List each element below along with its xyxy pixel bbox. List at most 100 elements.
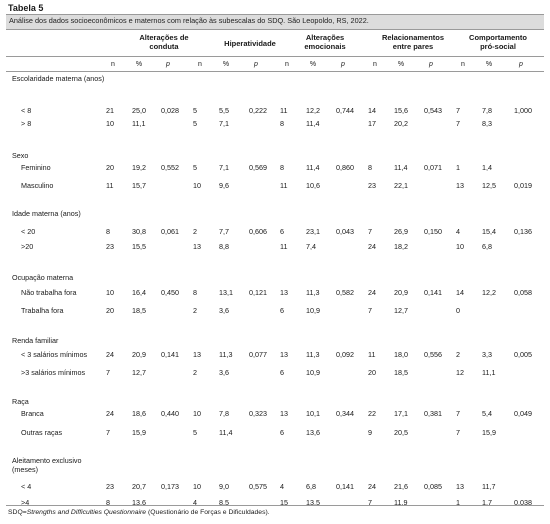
section-title: Raça bbox=[12, 397, 29, 406]
table-cell-pct: 20,5 bbox=[394, 428, 408, 437]
table-cell-n: 6 bbox=[280, 368, 284, 377]
table-cell-p: 0,440 bbox=[161, 409, 179, 418]
table-cell-pct: 5,5 bbox=[219, 106, 229, 115]
table-cell-n: 8 bbox=[106, 227, 110, 236]
table-cell-p: 0,323 bbox=[249, 409, 267, 418]
table-cell-p: 0,092 bbox=[336, 350, 354, 359]
table-cell-pct: 3,6 bbox=[219, 306, 229, 315]
table-caption: Análise dos dados socioeconômicos e mate… bbox=[9, 16, 369, 25]
table-cell-pct: 11,3 bbox=[306, 288, 320, 297]
table-cell-pct: 18,2 bbox=[394, 242, 408, 251]
table-cell-p: 0,860 bbox=[336, 163, 354, 172]
table-cell-pct: 11,1 bbox=[482, 368, 496, 377]
table-cell-pct: 13,6 bbox=[132, 498, 146, 507]
sub-header-p: p bbox=[341, 61, 345, 68]
row-label: >4 bbox=[21, 498, 30, 507]
table-cell-pct: 13,1 bbox=[219, 288, 233, 297]
row-label: < 20 bbox=[21, 227, 36, 236]
sub-header-pct: % bbox=[222, 61, 230, 68]
table-cell-p: 0,071 bbox=[424, 163, 442, 172]
table-cell-p: 0,556 bbox=[424, 350, 442, 359]
table-cell-p: 0,019 bbox=[514, 181, 532, 190]
table-cell-n: 5 bbox=[193, 106, 197, 115]
table-cell-n: 22 bbox=[368, 409, 376, 418]
table-cell-n: 23 bbox=[106, 482, 114, 491]
sub-header-p: p bbox=[429, 61, 433, 68]
table-cell-p: 0,085 bbox=[424, 482, 442, 491]
table-cell-n: 10 bbox=[193, 409, 201, 418]
table-cell-pct: 20,9 bbox=[394, 288, 408, 297]
row-label: < 3 salários mínimos bbox=[21, 350, 88, 359]
table-cell-p: 0,141 bbox=[424, 288, 442, 297]
table-cell-p: 0,344 bbox=[336, 409, 354, 418]
table-cell-n: 13 bbox=[280, 409, 288, 418]
table-cell-pct: 7,8 bbox=[482, 106, 492, 115]
table-cell-p: 0,575 bbox=[249, 482, 267, 491]
section-title: Sexo bbox=[12, 151, 29, 160]
table-cell-n: 13 bbox=[193, 350, 201, 359]
sub-header-n: n bbox=[373, 61, 377, 68]
table-cell-n: 8 bbox=[280, 163, 284, 172]
table-cell-n: 10 bbox=[456, 242, 464, 251]
table-cell-pct: 20,9 bbox=[132, 350, 146, 359]
table-cell-n: 7 bbox=[368, 498, 372, 507]
table-cell-n: 15 bbox=[280, 498, 288, 507]
sub-header-pct: % bbox=[485, 61, 493, 68]
table-cell-pct: 5,4 bbox=[482, 409, 492, 418]
table-cell-pct: 11,4 bbox=[306, 163, 320, 172]
sub-header-pct: % bbox=[397, 61, 405, 68]
header-bottom-rule bbox=[6, 71, 544, 72]
table-cell-p: 0,173 bbox=[161, 482, 179, 491]
table-cell-p: 0,077 bbox=[249, 350, 267, 359]
table-cell-pct: 15,7 bbox=[132, 181, 146, 190]
row-label: Feminino bbox=[21, 163, 51, 172]
table-title: Tabela 5 bbox=[8, 3, 44, 13]
table-cell-pct: 9,6 bbox=[219, 181, 229, 190]
sub-header-n: n bbox=[111, 61, 115, 68]
table-cell-n: 8 bbox=[106, 498, 110, 507]
table-cell-pct: 9,0 bbox=[219, 482, 229, 491]
table-cell-p: 0,543 bbox=[424, 106, 442, 115]
row-label: Masculino bbox=[21, 181, 54, 190]
table-cell-pct: 12,7 bbox=[132, 368, 146, 377]
table-cell-n: 10 bbox=[193, 181, 201, 190]
row-label: Outras raças bbox=[21, 428, 63, 437]
table-cell-p: 0,061 bbox=[161, 227, 179, 236]
table-cell-n: 14 bbox=[368, 106, 376, 115]
sub-header-p: p bbox=[166, 61, 170, 68]
header-mid-rule bbox=[6, 56, 544, 57]
table-cell-pct: 11,4 bbox=[219, 428, 233, 437]
table-cell-pct: 10,1 bbox=[306, 409, 320, 418]
table-cell-pct: 26,9 bbox=[394, 227, 408, 236]
table-cell-pct: 15,4 bbox=[482, 227, 496, 236]
table-cell-n: 12 bbox=[456, 368, 464, 377]
table-cell-n: 6 bbox=[280, 428, 284, 437]
table-cell-pct: 8,8 bbox=[219, 242, 229, 251]
table-cell-pct: 13,6 bbox=[306, 428, 320, 437]
table-cell-n: 2 bbox=[193, 227, 197, 236]
table-cell-n: 5 bbox=[193, 428, 197, 437]
table-cell-pct: 10,9 bbox=[306, 368, 320, 377]
table-cell-pct: 12,2 bbox=[482, 288, 496, 297]
table-cell-n: 24 bbox=[106, 350, 114, 359]
table-cell-n: 7 bbox=[456, 409, 460, 418]
row-label: Trabalha fora bbox=[21, 306, 64, 315]
sub-header-p: p bbox=[519, 61, 523, 68]
footnote-name: Strengths and Difficulties Questionnaire bbox=[26, 509, 147, 516]
table-cell-p: 0,121 bbox=[249, 288, 267, 297]
table-cell-n: 4 bbox=[280, 482, 284, 491]
table-cell-n: 7 bbox=[456, 119, 460, 128]
table-cell-pct: 6,8 bbox=[306, 482, 316, 491]
table-cell-pct: 15,6 bbox=[394, 106, 408, 115]
table-cell-pct: 11,7 bbox=[482, 482, 496, 491]
table-cell-pct: 10,6 bbox=[306, 181, 320, 190]
table-cell-n: 23 bbox=[106, 242, 114, 251]
table-cell-n: 2 bbox=[456, 350, 460, 359]
table-cell-pct: 15,5 bbox=[132, 242, 146, 251]
column-group-header: Comportamento pró-social bbox=[469, 33, 527, 51]
table-cell-pct: 1,7 bbox=[482, 498, 492, 507]
table-cell-pct: 16,4 bbox=[132, 288, 146, 297]
table-cell-n: 13 bbox=[456, 482, 464, 491]
table-cell-n: 24 bbox=[368, 288, 376, 297]
column-group-header: Alterações emocionais bbox=[304, 33, 346, 51]
